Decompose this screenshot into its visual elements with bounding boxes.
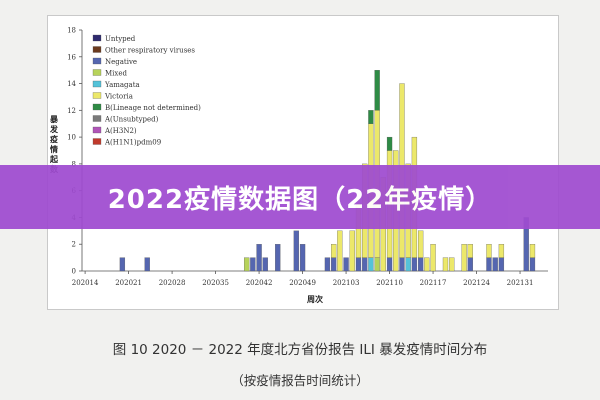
y-tick-label: 14: [67, 80, 76, 88]
y-axis-title-char: 起: [49, 154, 59, 164]
bar-segment: [324, 257, 331, 272]
legend-label: B(Lineage not determined): [105, 104, 201, 112]
x-tick-label: 202042: [246, 279, 273, 287]
legend-swatch: [92, 34, 102, 42]
legend-swatch: [92, 115, 102, 122]
figure-subcaption: （按疫情报告时间统计）: [231, 373, 369, 388]
bar-segment: [386, 136, 393, 151]
bar-segment: [498, 244, 505, 258]
bar-segment: [417, 230, 424, 258]
legend-label: Yamagata: [104, 81, 140, 89]
y-tick-label: 16: [67, 53, 76, 61]
legend-label: Untyped: [105, 35, 136, 43]
y-axis-title-char: 发: [49, 124, 59, 134]
x-tick-label: 202103: [333, 279, 360, 287]
bar-segment: [343, 257, 349, 272]
bar-segment: [386, 257, 393, 272]
y-tick-label: 8: [72, 160, 76, 168]
bar-segment: [250, 257, 256, 272]
bar-segment: [331, 244, 337, 258]
y-tick-label: 2: [72, 241, 76, 249]
bar-segment: [119, 257, 126, 272]
bar-segment: [498, 257, 505, 272]
legend-swatch: [92, 69, 102, 76]
x-tick-label: 202124: [463, 279, 490, 287]
x-tick-label: 202028: [159, 279, 186, 287]
bar-segment: [442, 257, 449, 272]
y-axis-title-char: 情: [49, 144, 58, 154]
bar-segment: [467, 244, 473, 258]
bar-segment: [486, 257, 492, 272]
bar-segment: [449, 257, 455, 272]
y-axis-title-char: 暴: [49, 114, 59, 124]
y-axis-title-char: 疫: [50, 134, 58, 144]
legend-swatch: [92, 46, 102, 53]
bar-segment: [492, 257, 498, 272]
bar-segment: [331, 257, 337, 272]
x-tick-label: 202131: [507, 279, 534, 287]
figure-caption: 图 10 2020 － 2022 年度北方省份报告 ILI 暴发疫情时间分布: [112, 342, 488, 358]
bar-segment: [275, 244, 281, 272]
bar-segment: [461, 244, 467, 272]
bar-segment: [362, 257, 368, 272]
legend-label: A(H1N1)pdm09: [104, 139, 161, 147]
x-axis-title: 周次: [307, 294, 323, 304]
bar-segment: [368, 257, 374, 272]
x-tick-label: 202117: [420, 279, 447, 287]
banner-title: 2022疫情数据图（22年疫情）: [107, 184, 493, 215]
bar-segment: [411, 257, 418, 272]
bar-segment: [355, 257, 362, 272]
bar-segment: [337, 230, 343, 272]
legend-label: Mixed: [105, 70, 127, 78]
bar-segment: [293, 230, 299, 272]
bar-segment: [374, 257, 380, 272]
bar-segment: [244, 257, 250, 272]
bar-segment: [144, 257, 150, 272]
y-tick-label: 0: [72, 268, 76, 276]
legend-label: Other respiratory viruses: [105, 47, 195, 55]
bar-segment: [399, 257, 405, 272]
bar-segment: [349, 230, 355, 272]
legend-label: Victoria: [104, 93, 133, 101]
x-tick-label: 202021: [115, 279, 142, 287]
bar-segment: [417, 257, 424, 272]
y-tick-label: 10: [67, 134, 76, 142]
legend-swatch: [92, 92, 102, 99]
x-tick-label: 202035: [202, 279, 229, 287]
bar-segment: [467, 257, 473, 272]
legend-swatch: [92, 138, 102, 145]
legend-swatch: [92, 80, 102, 88]
chart: 0246810121416182020142020212020282020352…: [49, 27, 548, 304]
title-banner: 2022疫情数据图（22年疫情）: [0, 165, 600, 229]
bar-segment: [486, 244, 492, 258]
legend-swatch: [92, 103, 102, 111]
bar-segment: [405, 257, 411, 272]
bar-segment: [299, 244, 306, 272]
y-tick-label: 12: [67, 107, 76, 115]
legend-label: Negative: [105, 58, 137, 66]
bar-segment: [256, 244, 262, 272]
bar-segment: [529, 257, 536, 272]
bar-segment: [368, 110, 374, 124]
x-tick-label: 202110: [376, 279, 403, 287]
bar-segment: [529, 244, 536, 258]
legend-label: A(Unsubtyped): [104, 116, 159, 124]
bar-segment: [424, 257, 430, 272]
bar-segment: [262, 257, 268, 272]
legend-swatch: [92, 57, 102, 65]
legend-swatch: [92, 126, 102, 134]
x-tick-label: 202014: [72, 279, 99, 287]
bar-segment: [374, 70, 380, 111]
y-tick-label: 18: [67, 27, 76, 35]
x-tick-label: 202049: [289, 279, 316, 287]
bar-segment: [430, 244, 436, 272]
legend-label: A(H3N2): [104, 127, 137, 135]
